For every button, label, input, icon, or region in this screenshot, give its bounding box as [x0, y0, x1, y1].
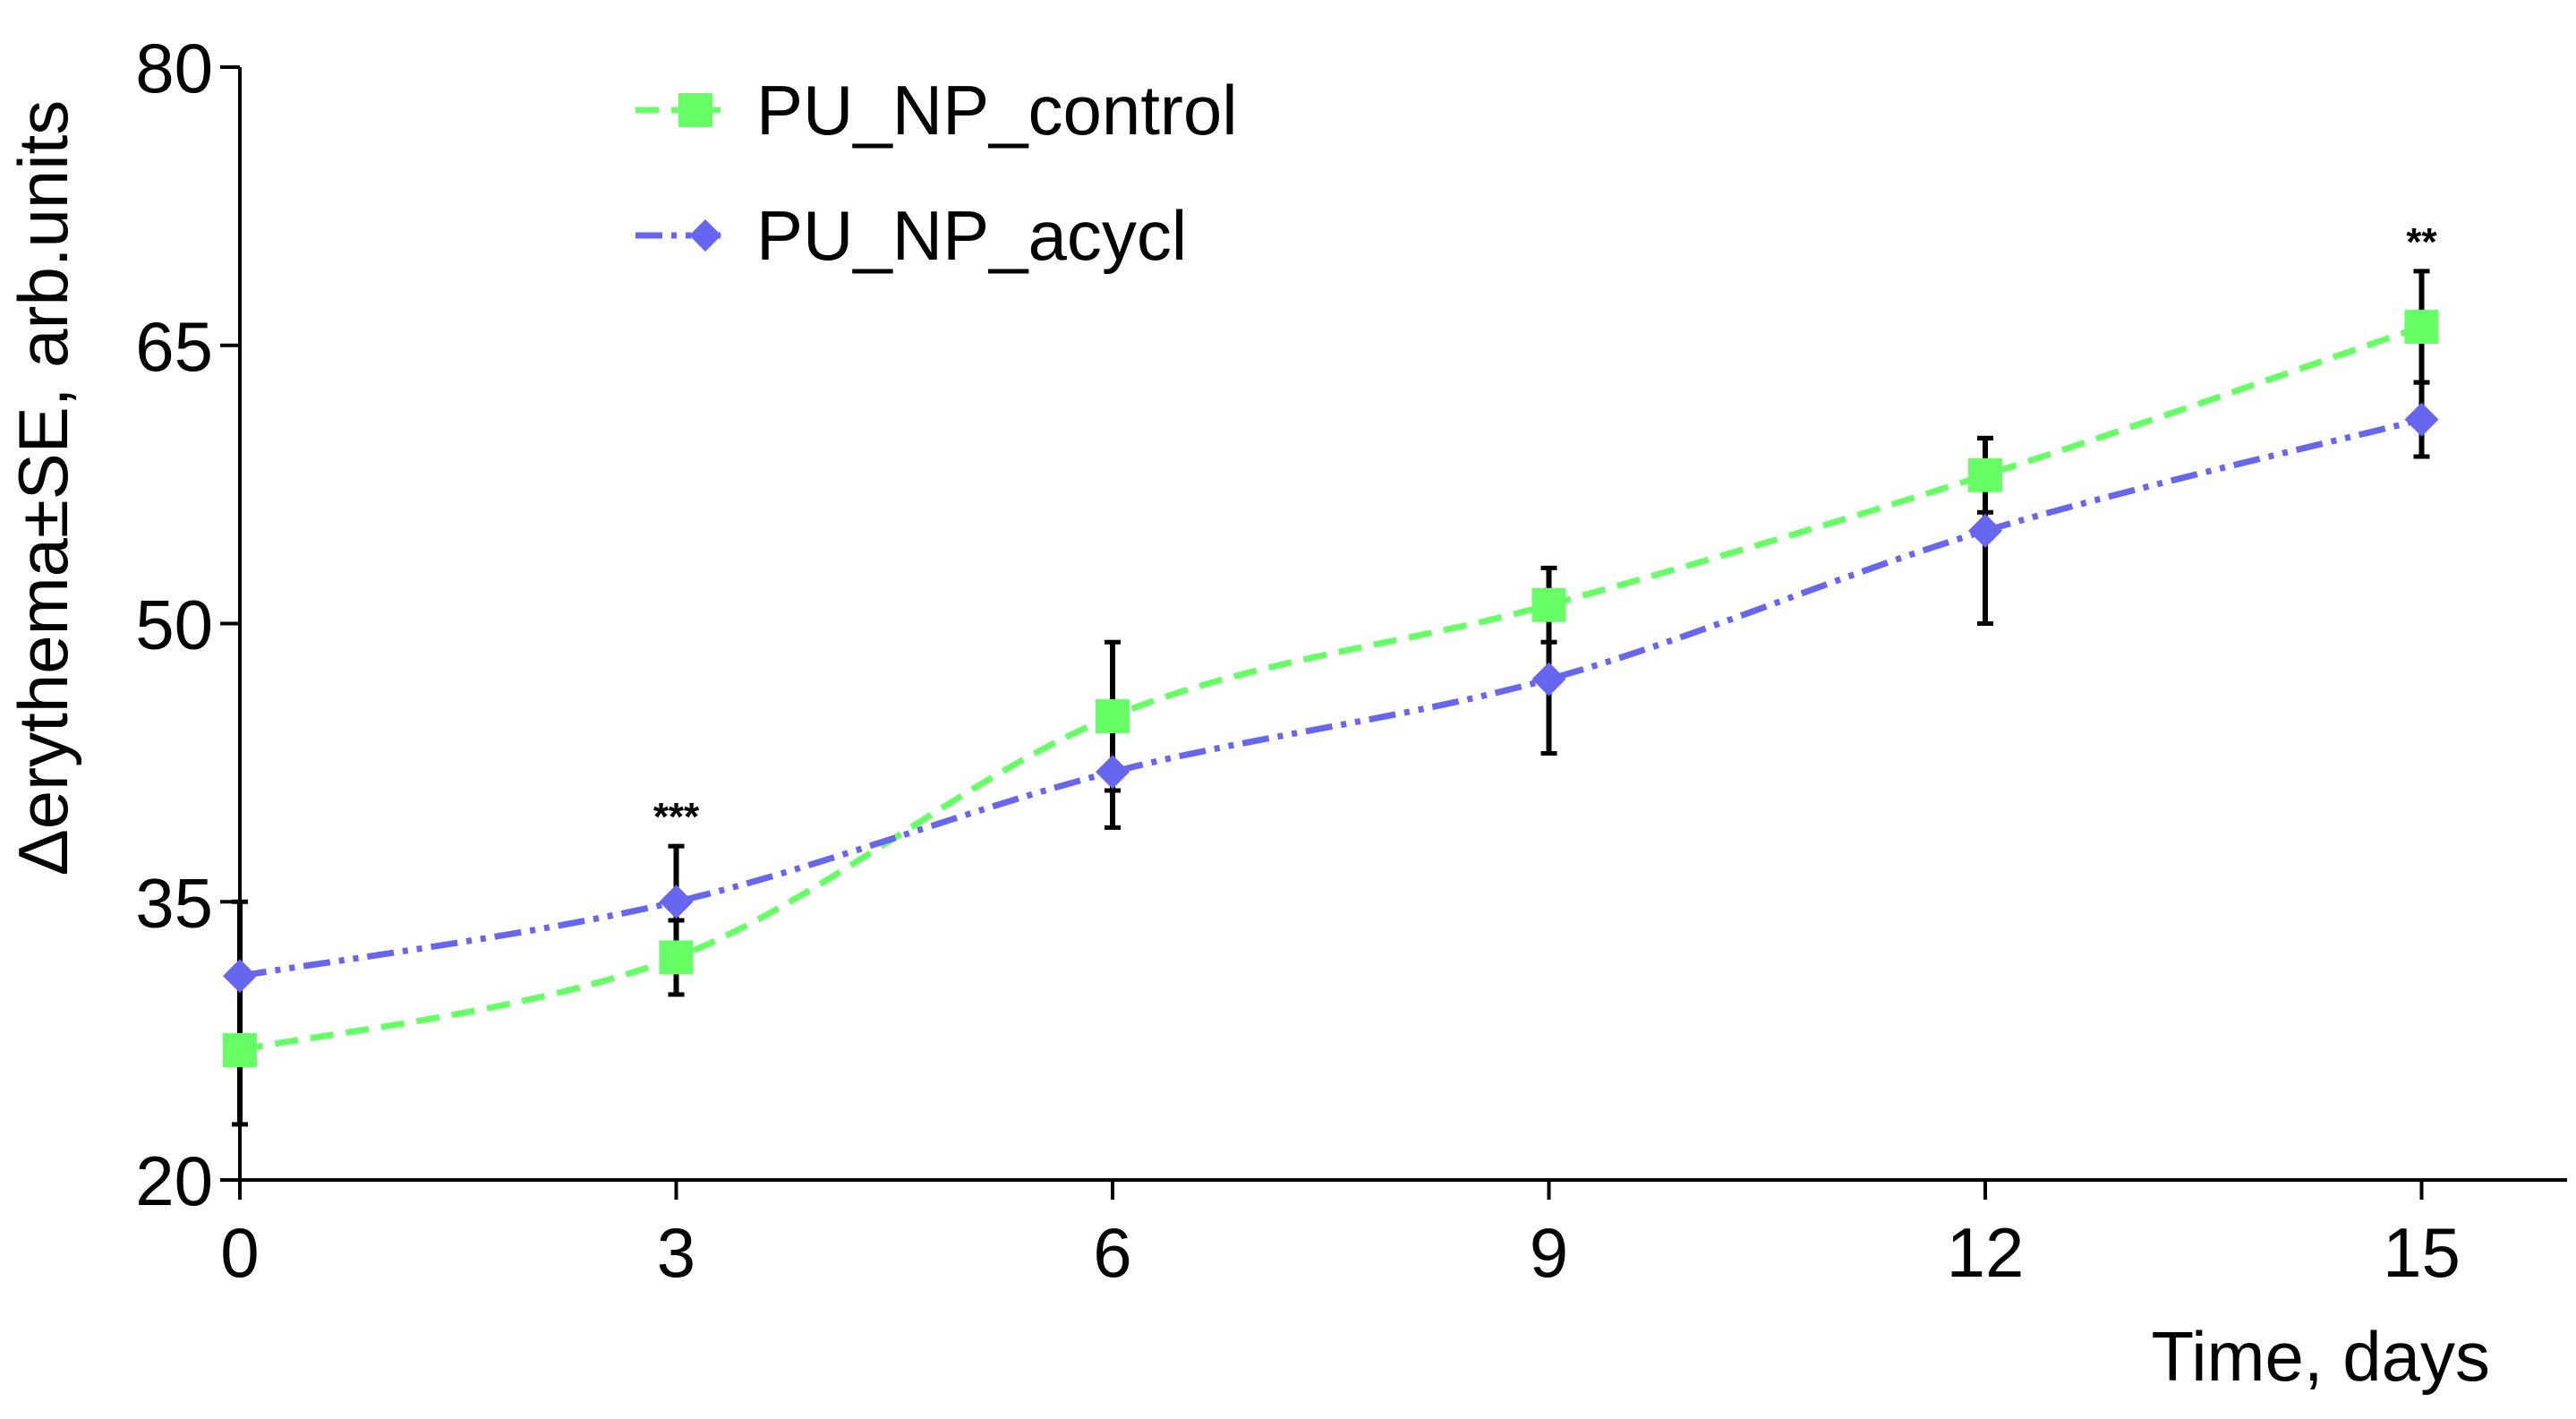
- annotation-x3: ***: [653, 795, 700, 839]
- x-tick-label-15: 15: [2383, 1213, 2461, 1292]
- x-axis-ticks: 0 3 6 9 12 15: [220, 1180, 2461, 1292]
- legend-marker-square: [678, 93, 712, 127]
- series-line-pu-np-control: [239, 323, 2423, 1054]
- y-axis-title: Δerythema±SE, arb.units: [4, 100, 82, 876]
- point-pu-np-acycl-x3: [659, 885, 694, 919]
- legend-item-pu-np-control[interactable]: PU_NP_control: [635, 71, 1238, 150]
- legend-item-pu-np-acycl[interactable]: PU_NP_acycl: [635, 196, 1187, 275]
- point-pu-np-acycl-x6: [1096, 755, 1130, 790]
- x-tick-label-12: 12: [1947, 1213, 2025, 1292]
- y-tick-label-80: 80: [135, 29, 213, 107]
- x-tick-label-6: 6: [1093, 1213, 1131, 1292]
- point-pu-np-control-x3: [659, 940, 694, 975]
- x-tick-label-3: 3: [657, 1213, 695, 1292]
- y-tick-label-35: 35: [135, 863, 213, 942]
- point-pu-np-acycl-x9: [1531, 662, 1566, 697]
- y-axis-ticks: 20 35 50 65 80: [135, 29, 240, 1220]
- x-tick-label-9: 9: [1530, 1213, 1568, 1292]
- legend-label-pu-np-control: PU_NP_control: [756, 71, 1238, 150]
- error-bars: [232, 269, 2430, 1127]
- significance-annotations: *****: [653, 220, 2438, 839]
- legend: PU_NP_control PU_NP_acycl: [635, 71, 1238, 275]
- point-pu-np-control-x6: [1096, 699, 1130, 734]
- point-pu-np-acycl-x0: [223, 959, 257, 994]
- series-lines: [239, 323, 2423, 1054]
- series-markers: [223, 310, 2439, 1067]
- point-pu-np-acycl-x15: [2404, 402, 2439, 437]
- y-tick-label-50: 50: [135, 586, 213, 664]
- series-line-pu-np-acycl: [239, 416, 2423, 979]
- y-tick-label-20: 20: [135, 1141, 213, 1220]
- y-tick-label-65: 65: [135, 307, 213, 386]
- point-pu-np-acycl-x12: [1968, 513, 2002, 548]
- x-axis-title: Time, days: [2151, 1317, 2490, 1396]
- annotation-x15: **: [2406, 220, 2437, 264]
- point-pu-np-control-x0: [223, 1032, 257, 1067]
- point-pu-np-control-x9: [1531, 587, 1566, 622]
- point-pu-np-control-x15: [2404, 310, 2439, 345]
- point-pu-np-control-x12: [1968, 457, 2002, 492]
- legend-label-pu-np-acycl: PU_NP_acycl: [756, 196, 1187, 275]
- legend-marker-diamond: [689, 219, 721, 252]
- x-tick-label-0: 0: [220, 1213, 259, 1292]
